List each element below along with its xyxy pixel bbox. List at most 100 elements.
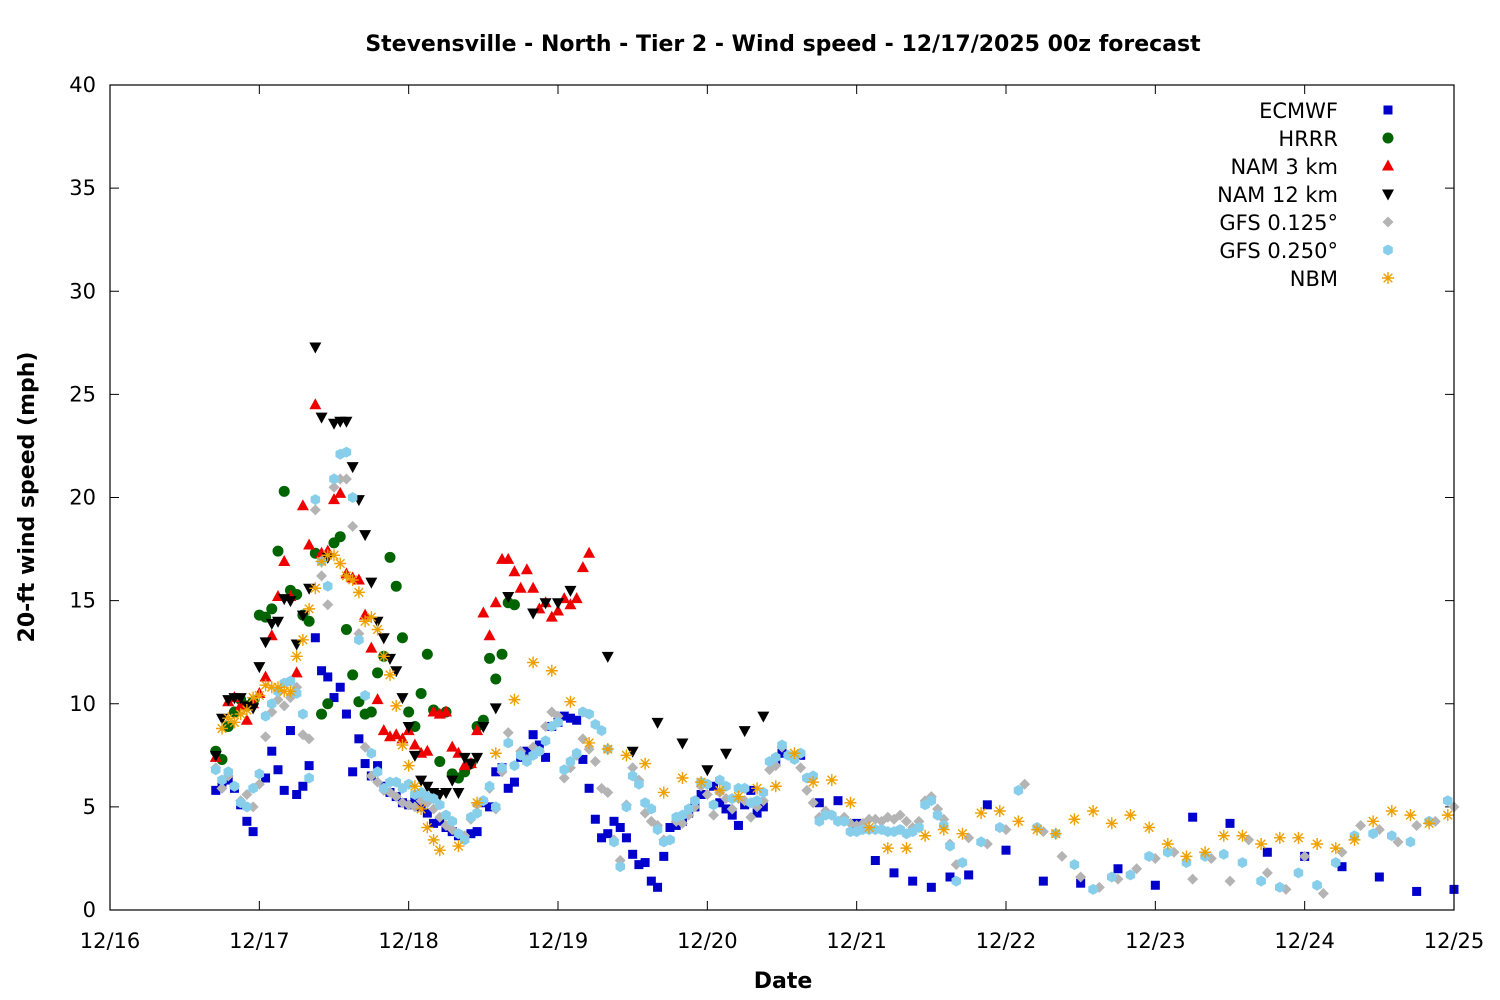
data-point bbox=[777, 748, 787, 758]
data-point bbox=[304, 772, 314, 784]
legend-marker bbox=[1382, 132, 1394, 144]
data-point bbox=[377, 633, 390, 645]
data-point bbox=[659, 851, 669, 861]
data-point bbox=[260, 710, 271, 722]
data-point bbox=[211, 764, 221, 776]
data-point bbox=[254, 768, 265, 780]
data-point bbox=[1355, 819, 1367, 831]
data-point bbox=[427, 833, 440, 846]
data-point bbox=[304, 761, 314, 771]
data-point bbox=[621, 801, 632, 813]
legend: ECMWF HRRR NAM 3 km NAM 12 km GFS 0.125° GFS … bbox=[1217, 99, 1394, 291]
data-point bbox=[390, 666, 403, 678]
data-point bbox=[347, 520, 359, 532]
data-point bbox=[421, 744, 434, 756]
data-point bbox=[421, 781, 434, 793]
data-point bbox=[391, 776, 401, 788]
data-point bbox=[396, 632, 408, 644]
data-point bbox=[564, 695, 577, 708]
data-point bbox=[458, 752, 471, 764]
data-point bbox=[844, 796, 857, 809]
data-point bbox=[945, 872, 955, 882]
data-point bbox=[1331, 857, 1341, 869]
data-point bbox=[1075, 871, 1087, 883]
series-nam-3-km bbox=[209, 398, 596, 771]
data-point bbox=[309, 582, 322, 595]
data-point bbox=[352, 586, 365, 599]
data-point bbox=[1348, 833, 1361, 846]
data-point bbox=[1243, 834, 1255, 846]
y-tick-label: 35 bbox=[69, 176, 96, 200]
data-point bbox=[315, 412, 328, 424]
data-point bbox=[1188, 812, 1198, 822]
data-point bbox=[272, 545, 284, 557]
x-tick-label: 12/20 bbox=[677, 929, 738, 953]
data-point bbox=[354, 634, 364, 646]
legend-label: GFS 0.125° bbox=[1219, 211, 1338, 235]
data-point bbox=[253, 689, 266, 702]
data-point bbox=[247, 691, 260, 704]
data-point bbox=[360, 759, 370, 769]
data-point bbox=[833, 796, 843, 806]
data-point bbox=[708, 809, 720, 821]
data-point bbox=[757, 711, 770, 723]
data-point bbox=[628, 849, 638, 859]
data-point bbox=[491, 801, 501, 813]
data-point bbox=[515, 749, 526, 761]
data-point bbox=[390, 580, 402, 592]
data-point bbox=[715, 798, 725, 808]
data-point bbox=[303, 733, 315, 745]
y-tick-label: 15 bbox=[69, 589, 96, 613]
data-point bbox=[259, 670, 272, 682]
data-point bbox=[359, 530, 372, 542]
data-point bbox=[514, 581, 527, 593]
data-point bbox=[646, 803, 657, 815]
data-point bbox=[365, 641, 378, 653]
data-point bbox=[646, 876, 656, 886]
data-point bbox=[228, 716, 241, 729]
data-point bbox=[466, 829, 476, 839]
legend-marker bbox=[1382, 272, 1394, 284]
data-point bbox=[520, 563, 533, 575]
data-point bbox=[751, 782, 764, 795]
data-point bbox=[471, 752, 484, 764]
data-point bbox=[957, 857, 968, 869]
series-nbm bbox=[216, 549, 1454, 863]
data-point bbox=[503, 737, 513, 749]
y-axis-ticks: 0 5 10 15 20 25 30 35 40 bbox=[69, 73, 1454, 922]
data-point bbox=[564, 598, 577, 610]
data-point bbox=[976, 836, 986, 848]
data-point bbox=[296, 610, 309, 622]
data-point bbox=[695, 776, 708, 789]
data-point bbox=[677, 809, 688, 821]
data-point bbox=[545, 610, 558, 622]
data-point bbox=[316, 708, 328, 720]
data-point bbox=[373, 761, 383, 771]
data-point bbox=[894, 809, 906, 821]
data-point bbox=[696, 790, 706, 799]
data-point bbox=[932, 809, 943, 821]
data-point bbox=[615, 823, 625, 832]
data-point bbox=[881, 842, 894, 855]
data-point bbox=[266, 603, 278, 615]
data-point bbox=[472, 807, 482, 819]
data-point bbox=[284, 596, 297, 608]
data-point bbox=[317, 666, 327, 676]
legend-marker bbox=[1382, 216, 1394, 228]
data-point bbox=[323, 672, 333, 682]
data-point bbox=[415, 775, 428, 787]
data-point bbox=[1261, 867, 1273, 879]
data-point bbox=[341, 709, 351, 719]
data-point bbox=[995, 822, 1005, 833]
data-point bbox=[240, 703, 253, 716]
data-point bbox=[1336, 846, 1348, 858]
data-point bbox=[1329, 842, 1342, 855]
data-point bbox=[485, 802, 495, 812]
data-point bbox=[590, 718, 601, 730]
data-point bbox=[285, 675, 296, 687]
data-point bbox=[502, 552, 515, 564]
data-point bbox=[1273, 831, 1286, 844]
data-point bbox=[446, 740, 459, 752]
data-point bbox=[477, 721, 490, 733]
data-point bbox=[727, 793, 737, 805]
